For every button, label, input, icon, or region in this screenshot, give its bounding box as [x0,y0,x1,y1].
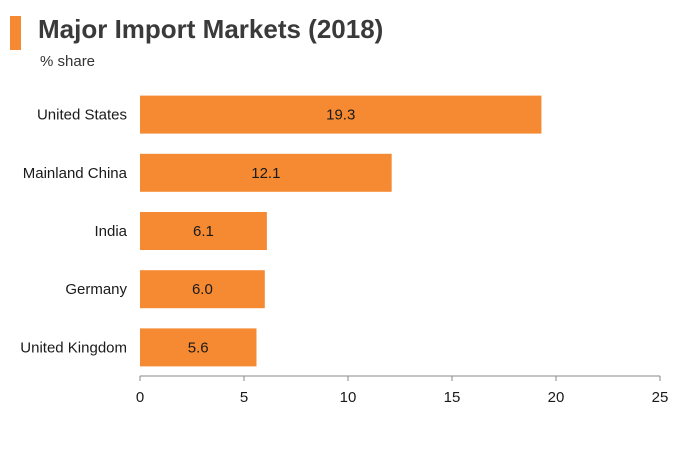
bar-germany [140,270,265,309]
bar-united-states [140,95,542,134]
value-label: 12.1 [251,165,280,182]
chart-subtitle: % share [40,53,96,70]
category-label: Mainland China [23,165,128,182]
bars-group [140,95,542,367]
chart-title: Major Import Markets (2018) [38,14,384,44]
title-accent-bar [10,16,21,50]
bar-mainland-china [140,153,392,192]
category-label: United States [37,107,127,124]
value-label: 6.0 [192,281,213,298]
x-tick-label: 25 [652,389,669,406]
value-label: 19.3 [326,107,355,124]
category-label: United Kingdom [20,339,127,356]
x-tick-label: 10 [340,389,357,406]
x-tick-label: 20 [548,389,565,406]
category-labels-group: United States Mainland China India Germany U… [20,107,127,357]
x-tick-label: 5 [240,389,248,406]
value-label: 5.6 [188,339,209,356]
x-tick-label: 0 [136,389,144,406]
category-label: Germany [65,281,127,298]
bar-united-kingdom [140,328,257,367]
x-axis: 0 5 10 15 20 25 [136,375,669,406]
bar-india [140,212,267,250]
value-label: 6.1 [193,223,214,240]
category-label: India [94,223,127,240]
value-labels-group: 19.3 12.1 6.1 6.0 5.6 [188,107,356,357]
x-tick-label: 15 [444,389,461,406]
